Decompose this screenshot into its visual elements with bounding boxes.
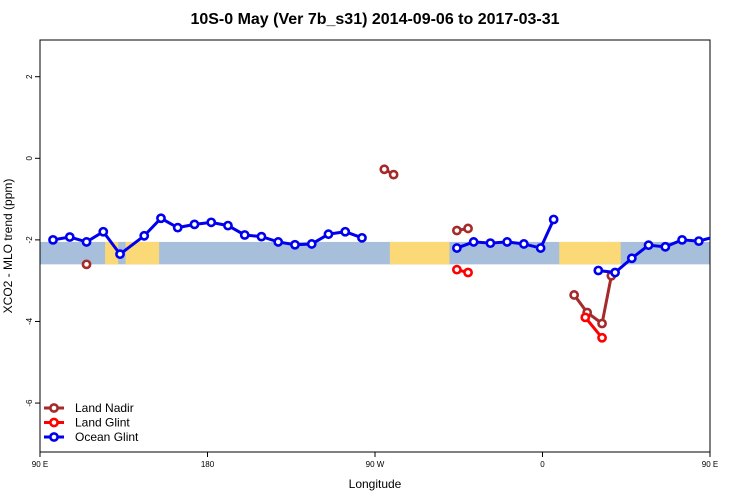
land-nadir-point — [744, 261, 750, 268]
ocean-glint-series — [48, 213, 750, 278]
ocean-glint-point — [306, 239, 317, 249]
land-nadir-line — [572, 275, 613, 327]
ocean-glint-point — [712, 233, 719, 240]
series-layer — [48, 164, 750, 343]
legend-marker-land-glint — [49, 417, 59, 428]
legend-label-land-nadir: Land Nadir — [75, 401, 134, 415]
land-glint-point — [580, 312, 591, 323]
ocean-glint-point — [643, 240, 654, 251]
x-axis: 90 E 180 90 W 0 90 E — [32, 452, 718, 469]
land-nadir-point — [597, 318, 607, 329]
ocean-glint-point — [593, 265, 604, 276]
x-axis-label: Longitude — [349, 477, 402, 491]
ocean-glint-point — [610, 267, 620, 278]
ocean-glint-point — [81, 237, 92, 247]
ocean-glint-point — [139, 230, 150, 241]
x-tick-label: 90 W — [366, 460, 385, 469]
ocean-glint-point — [485, 238, 496, 249]
world-map-band — [40, 241, 710, 265]
ocean-glint-point — [256, 231, 267, 242]
land-nadir-point — [451, 225, 462, 236]
legend-marker-ocean-glint — [49, 432, 59, 442]
ocean-glint-point — [98, 226, 109, 237]
ocean-glint-point — [357, 232, 367, 243]
land-glint-point — [463, 267, 473, 278]
land-glint-point — [451, 264, 462, 275]
x-tick-label: 90 E — [702, 460, 718, 469]
land-glint-series — [451, 264, 607, 343]
ocean-glint-point — [626, 253, 637, 264]
land-region — [389, 241, 450, 265]
ocean-glint-point — [172, 222, 183, 233]
ocean-glint-point — [206, 217, 217, 228]
y-axis-label: XCO2 - MLO trend (ppm) — [1, 179, 15, 314]
ocean-glint-point — [729, 238, 736, 245]
y-tick-label: -6 — [25, 399, 34, 407]
ocean-glint-point — [340, 226, 351, 237]
ocean-glint-point — [239, 230, 250, 240]
y-tick-label: 0 — [25, 156, 34, 161]
land-region — [131, 241, 160, 265]
ocean-glint-point — [660, 241, 671, 252]
chart-title: 10S-0 May (Ver 7b_s31) 2014-09-06 to 201… — [190, 11, 559, 28]
ocean-glint-point — [64, 232, 75, 242]
x-tick-label: 0 — [540, 460, 545, 469]
legend-label-ocean-glint: Ocean Glint — [75, 430, 139, 444]
land-nadir-point — [379, 164, 390, 175]
ocean-glint-point — [745, 228, 750, 235]
legend-marker-land-nadir — [49, 403, 59, 413]
ocean-glint-point — [548, 214, 559, 225]
ocean-glint-point — [451, 243, 462, 253]
ocean-glint-point — [535, 243, 546, 253]
ocean-glint-point — [468, 237, 479, 247]
ocean-glint-line — [598, 236, 710, 275]
land-nadir-point — [81, 259, 92, 270]
land-region — [559, 241, 621, 265]
y-tick-label: -2 — [25, 236, 34, 244]
y-axis: 2 0 -2 -4 -6 — [25, 74, 40, 407]
land-nadir-point — [569, 290, 580, 300]
ocean-glint-point — [48, 234, 58, 245]
x-tick-label: 90 E — [32, 460, 48, 469]
ocean-glint-point — [693, 236, 704, 247]
land-nadir-point — [463, 223, 473, 234]
legend-label-land-glint: Land Glint — [75, 416, 130, 430]
ocean-glint-point — [115, 249, 125, 260]
land-region — [125, 241, 130, 265]
ocean-glint-point — [323, 229, 334, 240]
ocean-glint-point — [156, 213, 166, 224]
ocean-glint-point — [223, 220, 233, 231]
ocean-glint-point — [502, 237, 513, 247]
ocean-glint-point — [518, 239, 529, 249]
x-tick-label: 180 — [201, 460, 215, 469]
ocean-glint-point — [273, 237, 284, 247]
y-tick-label: 2 — [25, 74, 34, 79]
ocean-glint-point — [189, 219, 200, 230]
ocean-glint-point — [677, 234, 687, 245]
ocean-glint-point — [290, 239, 300, 250]
land-glint-point — [597, 332, 607, 343]
y-tick-label: -4 — [25, 317, 34, 325]
land-nadir-point — [388, 169, 399, 180]
land-region — [129, 241, 134, 265]
